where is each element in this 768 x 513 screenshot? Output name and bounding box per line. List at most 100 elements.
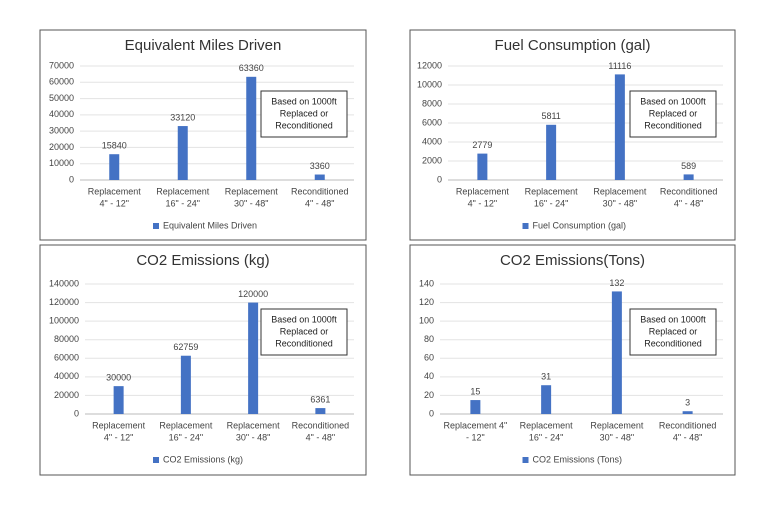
y-tick-label: 60000 <box>49 77 74 87</box>
annotation-text: Reconditioned <box>644 120 702 130</box>
x-tick-label: 16" - 24" <box>534 198 568 208</box>
data-label: 5811 <box>541 111 560 121</box>
x-tick-label: Reconditioned <box>659 420 717 430</box>
y-tick-label: 60000 <box>54 353 79 363</box>
annotation-text: Based on 1000ft <box>271 96 337 106</box>
legend-label: CO2 Emissions (kg) <box>163 454 243 464</box>
annotation-text: Reconditioned <box>275 120 333 130</box>
x-tick-label: Replacement <box>225 186 279 196</box>
y-tick-label: 4000 <box>422 136 442 146</box>
legend-swatch <box>522 223 529 229</box>
annotation-text: Replaced or <box>280 108 329 118</box>
bar <box>541 385 552 414</box>
x-tick-label: 30" - 48" <box>600 432 634 442</box>
data-label: 6361 <box>310 394 330 404</box>
legend-label: Fuel Consumption (gal) <box>533 220 627 230</box>
bar <box>682 411 693 414</box>
x-tick-label: 4" - 48" <box>306 432 335 442</box>
data-label: 63360 <box>239 63 264 73</box>
x-tick-label: Replacement <box>520 420 574 430</box>
annotation-text: Based on 1000ft <box>640 314 706 324</box>
bar <box>113 386 124 414</box>
x-tick-label: 16" - 24" <box>529 432 563 442</box>
x-tick-label: 30" - 48" <box>603 198 637 208</box>
y-tick-label: 120000 <box>49 297 79 307</box>
y-tick-label: 40000 <box>49 109 74 119</box>
annotation-box <box>629 90 717 138</box>
bar <box>180 355 191 414</box>
y-tick-label: 2000 <box>422 155 442 165</box>
data-label: 120000 <box>238 289 268 299</box>
y-tick-label: 0 <box>437 174 442 184</box>
y-tick-label: 0 <box>69 174 74 184</box>
y-tick-label: 20 <box>424 390 434 400</box>
x-tick-label: Reconditioned <box>292 420 350 430</box>
x-tick-label: - 12" <box>466 432 485 442</box>
x-tick-label: Replacement <box>590 420 644 430</box>
x-tick-label: Replacement <box>593 186 647 196</box>
y-tick-label: 12000 <box>417 60 442 70</box>
data-label: 3 <box>685 398 690 408</box>
bar <box>470 400 481 414</box>
y-tick-label: 6000 <box>422 117 442 127</box>
x-tick-label: Replacement <box>525 186 579 196</box>
annotation-text: Replaced or <box>649 326 698 336</box>
x-tick-label: 30" - 48" <box>236 432 270 442</box>
annotation-box <box>260 90 348 138</box>
x-tick-label: Replacement <box>92 420 146 430</box>
y-tick-label: 40000 <box>54 371 79 381</box>
bar <box>477 153 488 180</box>
annotation-text: Based on 1000ft <box>640 96 706 106</box>
data-label: 2779 <box>472 140 492 150</box>
y-tick-label: 40 <box>424 371 434 381</box>
y-tick-label: 0 <box>74 408 79 418</box>
x-tick-label: 4" - 12" <box>104 432 133 442</box>
data-label: 11116 <box>608 61 631 71</box>
y-tick-label: 120 <box>419 297 434 307</box>
y-tick-label: 140 <box>419 278 434 288</box>
x-tick-label: 30" - 48" <box>234 198 268 208</box>
y-tick-label: 8000 <box>422 98 442 108</box>
legend-swatch <box>153 223 159 229</box>
chart-title: CO2 Emissions (kg) <box>136 252 269 269</box>
annotation-text: Reconditioned <box>275 338 333 348</box>
data-label: 33120 <box>170 112 195 122</box>
data-label: 62759 <box>173 342 198 352</box>
bar <box>314 174 325 180</box>
x-tick-label: Replacement <box>88 186 142 196</box>
legend-label: Equivalent Miles Driven <box>163 220 257 230</box>
x-tick-label: Replacement <box>156 186 210 196</box>
y-tick-label: 10000 <box>417 79 442 89</box>
y-tick-label: 0 <box>429 408 434 418</box>
x-tick-label: 4" - 48" <box>305 198 334 208</box>
x-tick-label: 4" - 12" <box>468 198 497 208</box>
chart-title: CO2 Emissions(Tons) <box>500 252 645 269</box>
legend-swatch <box>522 457 529 463</box>
legend-swatch <box>153 457 159 463</box>
bar <box>177 126 188 180</box>
annotation-box <box>260 308 348 356</box>
data-label: 30000 <box>106 373 131 383</box>
x-tick-label: Reconditioned <box>291 186 349 196</box>
bar <box>611 291 622 414</box>
bar <box>614 74 625 180</box>
bar <box>683 174 694 180</box>
annotation-text: Replaced or <box>280 326 329 336</box>
data-label: 589 <box>681 161 696 171</box>
x-tick-label: Replacement <box>456 186 510 196</box>
bar <box>248 302 259 414</box>
bar <box>109 154 120 180</box>
annotation-text: Replaced or <box>649 108 698 118</box>
y-tick-label: 140000 <box>49 278 79 288</box>
y-tick-label: 60 <box>424 353 434 363</box>
y-tick-label: 100000 <box>49 316 79 326</box>
x-tick-label: Reconditioned <box>660 186 718 196</box>
x-tick-label: 4" - 48" <box>674 198 703 208</box>
annotation-box <box>629 308 717 356</box>
data-label: 3360 <box>310 161 330 171</box>
y-tick-label: 70000 <box>49 60 74 70</box>
x-tick-label: Replacement <box>227 420 281 430</box>
bar <box>315 408 326 414</box>
y-tick-label: 10000 <box>49 158 74 168</box>
